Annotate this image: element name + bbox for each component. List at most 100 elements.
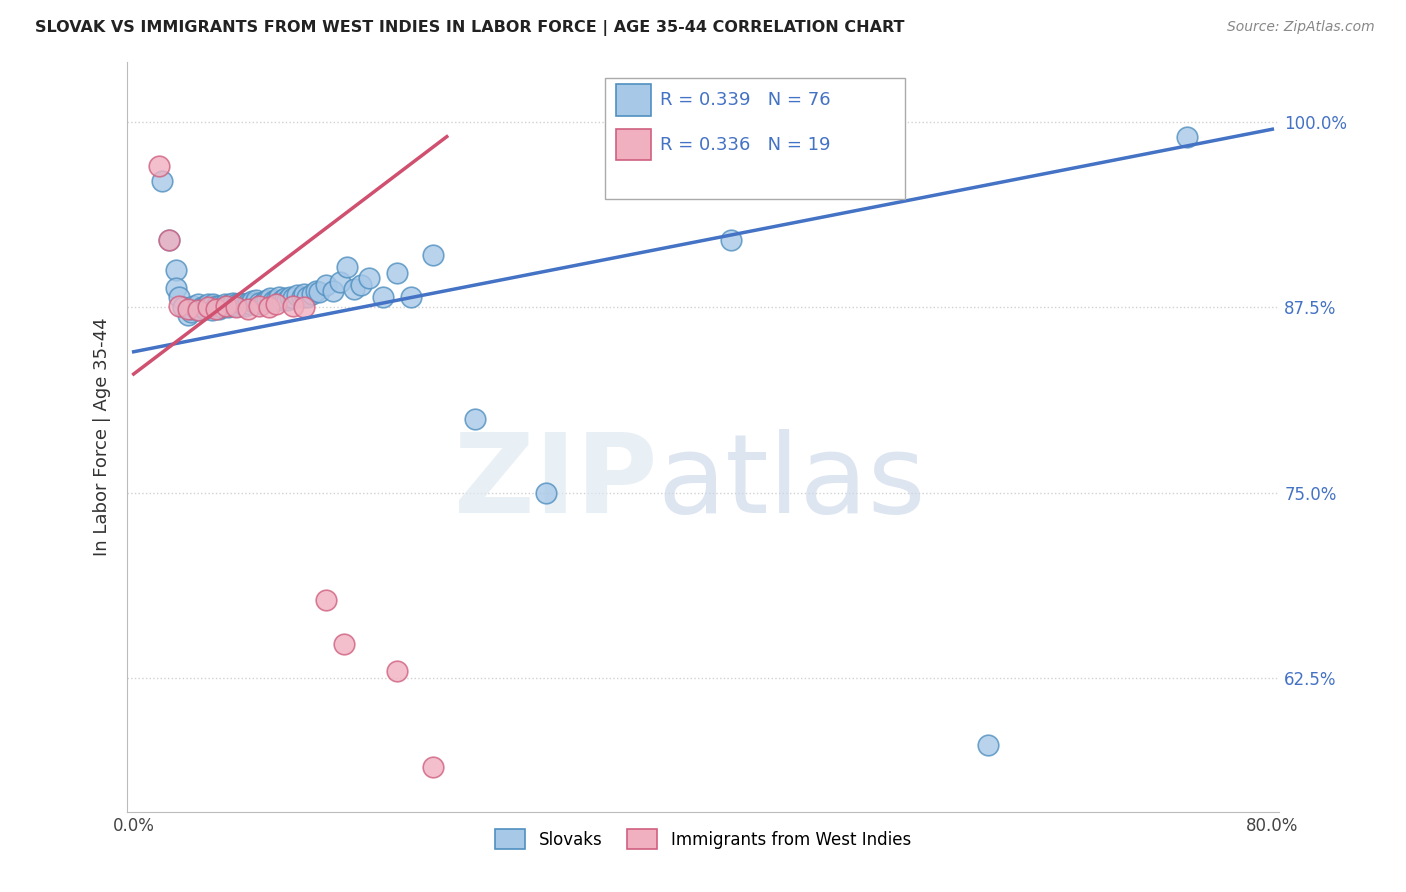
- Point: [399, 290, 422, 304]
- Point: [297, 290, 319, 304]
- Point: [276, 293, 298, 307]
- Point: [294, 286, 316, 301]
- Point: [167, 290, 190, 304]
- Point: [243, 295, 266, 310]
- Point: [197, 300, 219, 314]
- Point: [208, 299, 231, 313]
- Point: [201, 303, 224, 318]
- Point: [250, 297, 273, 311]
- Point: [291, 290, 314, 304]
- Y-axis label: In Labor Force | Age 35-44: In Labor Force | Age 35-44: [93, 318, 111, 557]
- Text: SLOVAK VS IMMIGRANTS FROM WEST INDIES IN LABOR FORCE | AGE 35-44 CORRELATION CHA: SLOVAK VS IMMIGRANTS FROM WEST INDIES IN…: [35, 20, 904, 36]
- Point: [187, 297, 209, 311]
- Point: [186, 301, 208, 316]
- Point: [315, 278, 337, 293]
- Text: R = 0.336   N = 19: R = 0.336 N = 19: [659, 136, 831, 153]
- Point: [231, 297, 253, 311]
- Point: [294, 300, 316, 314]
- Point: [205, 301, 228, 316]
- Point: [247, 295, 270, 310]
- Point: [357, 270, 380, 285]
- Point: [236, 295, 259, 310]
- Point: [148, 159, 170, 173]
- Legend: Slovaks, Immigrants from West Indies: Slovaks, Immigrants from West Indies: [488, 822, 918, 855]
- Point: [194, 301, 217, 316]
- Point: [273, 291, 295, 305]
- Point: [214, 297, 236, 311]
- Point: [264, 297, 287, 311]
- Point: [187, 303, 209, 318]
- Point: [305, 284, 328, 298]
- Text: R = 0.339   N = 76: R = 0.339 N = 76: [659, 91, 831, 109]
- Point: [385, 266, 408, 280]
- Point: [262, 294, 284, 309]
- Point: [183, 299, 205, 313]
- Point: [177, 301, 200, 316]
- Point: [281, 291, 304, 305]
- Point: [188, 303, 211, 318]
- Point: [247, 299, 270, 313]
- Point: [257, 300, 280, 314]
- Point: [270, 293, 292, 307]
- Point: [385, 664, 408, 678]
- Point: [167, 299, 190, 313]
- Point: [308, 285, 330, 300]
- Point: [200, 300, 222, 314]
- Point: [165, 281, 187, 295]
- Point: [225, 297, 247, 311]
- Point: [180, 304, 202, 318]
- Point: [228, 299, 250, 313]
- Point: [222, 295, 245, 310]
- Point: [197, 297, 219, 311]
- Point: [422, 248, 444, 262]
- Point: [422, 760, 444, 774]
- Point: [322, 284, 344, 298]
- Point: [215, 299, 238, 313]
- Point: [464, 411, 486, 425]
- Point: [1175, 129, 1198, 144]
- Point: [315, 592, 337, 607]
- Point: [281, 299, 304, 313]
- Point: [301, 286, 323, 301]
- Point: [202, 297, 225, 311]
- Point: [264, 293, 287, 307]
- Point: [285, 288, 308, 302]
- Point: [157, 234, 180, 248]
- Point: [267, 290, 290, 304]
- Text: atlas: atlas: [657, 428, 925, 535]
- Point: [253, 294, 276, 309]
- Point: [278, 290, 301, 304]
- Point: [225, 300, 247, 314]
- Point: [150, 174, 173, 188]
- Point: [211, 300, 233, 314]
- Point: [259, 291, 281, 305]
- Point: [194, 299, 217, 313]
- Point: [208, 301, 231, 316]
- Point: [329, 275, 352, 289]
- Point: [236, 301, 259, 316]
- Point: [976, 738, 998, 752]
- Point: [177, 308, 200, 322]
- Point: [191, 300, 214, 314]
- Point: [219, 297, 242, 311]
- Point: [217, 300, 239, 314]
- Point: [172, 300, 194, 314]
- Point: [165, 263, 187, 277]
- Point: [233, 299, 256, 313]
- Point: [343, 282, 366, 296]
- Point: [239, 297, 262, 311]
- Point: [333, 637, 356, 651]
- Point: [371, 290, 394, 304]
- Point: [222, 299, 245, 313]
- Text: ZIP: ZIP: [454, 428, 657, 535]
- Point: [157, 234, 180, 248]
- Point: [245, 293, 267, 307]
- Point: [720, 234, 742, 248]
- Point: [215, 299, 238, 313]
- Point: [336, 260, 359, 275]
- Point: [536, 485, 558, 500]
- Point: [256, 293, 278, 307]
- Point: [350, 278, 373, 293]
- Text: Source: ZipAtlas.com: Source: ZipAtlas.com: [1227, 20, 1375, 34]
- Point: [180, 301, 202, 316]
